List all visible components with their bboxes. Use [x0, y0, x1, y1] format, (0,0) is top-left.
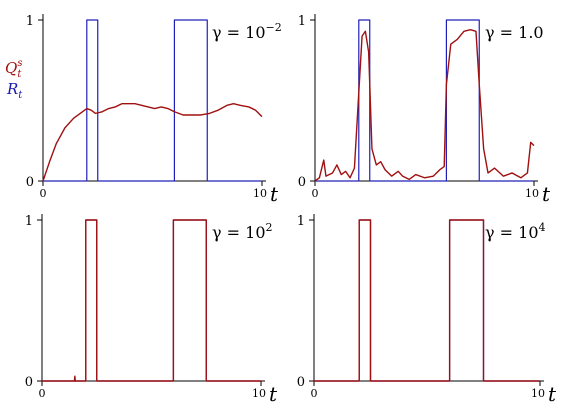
series-Q-line	[314, 28, 535, 182]
series-R-line	[314, 219, 540, 382]
legend-R-symbol: R	[6, 80, 18, 98]
series-R-line	[43, 19, 262, 182]
legend-Q: Qts	[5, 58, 22, 80]
gamma-base: γ = 1.0	[485, 23, 544, 42]
x-tick-label: 10	[253, 187, 267, 200]
panel-3: 010 10 tγ = 102	[25, 214, 278, 406]
legend-Q-sub: t	[17, 69, 22, 80]
series-Q-line	[314, 219, 540, 382]
y-tick-label: 1	[297, 214, 305, 229]
y-tick-label: 0	[26, 175, 34, 190]
series-R-line	[42, 219, 261, 382]
legend-Q-symbol: Q	[5, 59, 17, 77]
series-Q-line	[42, 103, 263, 182]
x-tick-label: 0	[39, 387, 46, 400]
gamma-label: γ = 104	[485, 221, 546, 242]
y-tick-label: 0	[297, 375, 305, 390]
x-tick-label: 10	[525, 187, 539, 200]
legend-R-sub: t	[18, 90, 23, 101]
gamma-label: γ = 10−2	[212, 21, 282, 42]
y-tick-label: 0	[298, 175, 306, 190]
x-tick-label: 0	[311, 387, 318, 400]
gamma-exponent: 2	[266, 221, 273, 234]
gamma-base: γ = 10	[212, 23, 266, 42]
x-axis-label: t	[270, 182, 279, 206]
x-tick-label: 0	[40, 187, 47, 200]
series-R-line	[315, 19, 534, 182]
legend-Q-sup: s	[17, 58, 22, 69]
legend-R: Rt	[6, 80, 23, 101]
y-tick-label: 1	[26, 14, 34, 29]
gamma-exponent: 4	[539, 221, 546, 234]
y-tick-label: 1	[25, 214, 33, 229]
x-tick-label: 10	[252, 387, 266, 400]
gamma-label: γ = 102	[212, 221, 273, 242]
x-tick-label: 10	[531, 387, 545, 400]
gamma-base: γ = 10	[485, 223, 539, 242]
y-tick-label: 0	[25, 375, 33, 390]
gamma-exponent: −2	[266, 21, 282, 34]
x-axis-label: t	[548, 382, 557, 406]
panel-4: 010 10 tγ = 104	[297, 214, 557, 406]
x-axis-label: t	[269, 382, 278, 406]
gamma-label: γ = 1.0	[485, 23, 544, 42]
x-tick-label: 0	[312, 187, 319, 200]
x-axis-label: t	[542, 182, 551, 206]
y-tick-label: 1	[298, 14, 306, 29]
gamma-base: γ = 10	[212, 223, 266, 242]
series-Q-line	[42, 219, 261, 382]
panel-2: 010 10 tγ = 1.0	[298, 14, 551, 206]
